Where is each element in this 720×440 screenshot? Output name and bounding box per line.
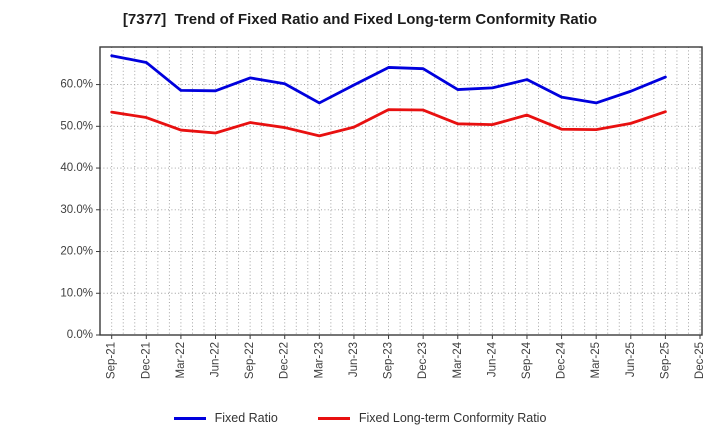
x-tick-label: Sep-21 bbox=[106, 342, 118, 379]
legend-label-fixed-ratio: Fixed Ratio bbox=[214, 411, 278, 425]
fixed-ratio-line bbox=[110, 54, 667, 105]
x-tick-label: Dec-24 bbox=[556, 341, 568, 379]
x-tick-label: Mar-25 bbox=[590, 342, 602, 378]
x-tick-label: Sep-23 bbox=[383, 342, 395, 379]
x-tick-label: Jun-22 bbox=[210, 342, 222, 377]
y-tick-label: 20.0% bbox=[60, 246, 93, 258]
x-tick-label: Dec-23 bbox=[417, 342, 429, 379]
x-tick-label: Sep-24 bbox=[521, 341, 533, 379]
x-tick-label: Jun-25 bbox=[625, 342, 637, 377]
fixed-long-term-conformity-line bbox=[110, 108, 667, 138]
x-tick-label: Mar-24 bbox=[452, 341, 464, 378]
x-tick-label: Mar-23 bbox=[313, 342, 325, 378]
legend-item-fixed-long-term: Fixed Long-term Conformity Ratio bbox=[317, 411, 547, 425]
x-tick-label: Jun-24 bbox=[486, 341, 498, 377]
legend-item-fixed-ratio: Fixed Ratio bbox=[173, 411, 278, 425]
fixed-long-term-line-swatch bbox=[317, 416, 350, 420]
y-tick-label: 10.0% bbox=[60, 287, 93, 299]
x-tick-label: Dec-25 bbox=[694, 342, 706, 379]
x-tick-label: Dec-21 bbox=[140, 342, 152, 379]
x-tick-label: Jun-23 bbox=[348, 342, 360, 377]
legend: Fixed Ratio Fixed Long-term Conformity R… bbox=[0, 411, 720, 425]
plot-border bbox=[99, 46, 703, 336]
y-tick-label: 50.0% bbox=[60, 120, 93, 132]
x-tick-label: Mar-22 bbox=[175, 342, 187, 378]
x-tick-label: Sep-25 bbox=[659, 342, 671, 379]
y-tick-label: 0.0% bbox=[67, 329, 93, 341]
chart-title: [7377] Trend of Fixed Ratio and Fixed Lo… bbox=[122, 11, 598, 28]
y-tick-label: 60.0% bbox=[60, 79, 93, 91]
fixed-ratio-line-swatch bbox=[173, 416, 206, 420]
x-tick-label: Dec-22 bbox=[279, 342, 291, 379]
legend-label-fixed-long-term: Fixed Long-term Conformity Ratio bbox=[358, 411, 547, 425]
x-tick-label: Sep-22 bbox=[244, 342, 256, 379]
y-tick-label: 30.0% bbox=[60, 204, 93, 216]
y-tick-label: 40.0% bbox=[60, 162, 93, 174]
